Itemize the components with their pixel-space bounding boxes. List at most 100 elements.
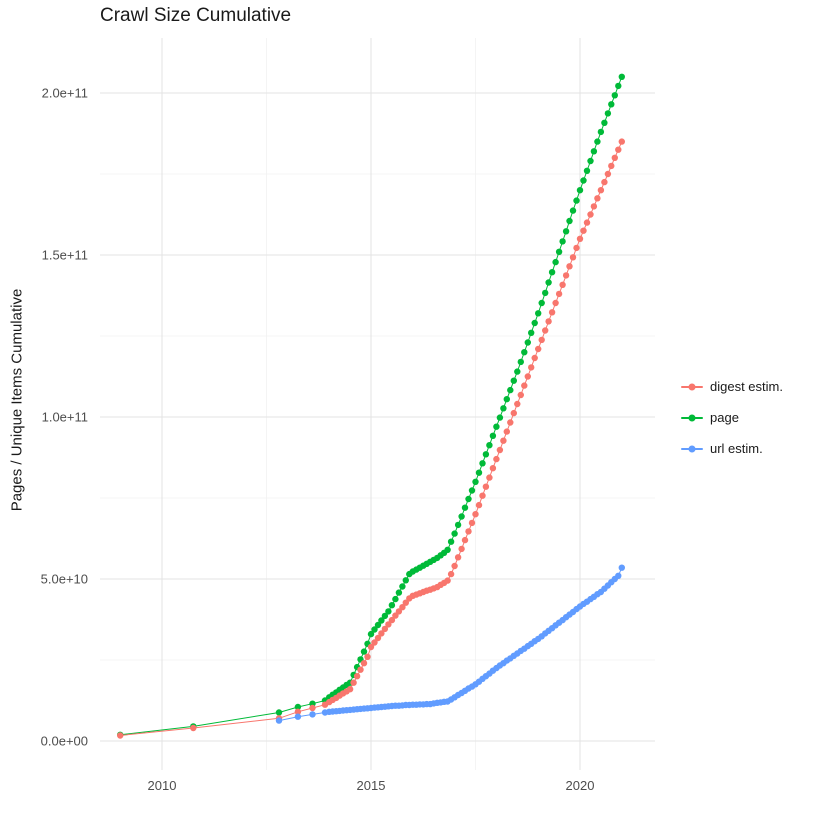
- data-point: [489, 465, 497, 472]
- legend-item: url estim.: [681, 439, 783, 458]
- data-point: [604, 170, 612, 178]
- data-point: [385, 608, 392, 615]
- data-point: [454, 521, 462, 529]
- data-point: [493, 455, 500, 463]
- data-point: [475, 501, 483, 509]
- data-point: [486, 442, 493, 449]
- data-point: [468, 487, 476, 494]
- data-point: [611, 92, 618, 99]
- data-point: [597, 187, 605, 194]
- data-point: [190, 724, 197, 732]
- data-point: [479, 492, 486, 499]
- data-point: [294, 703, 302, 711]
- data-point: [346, 686, 354, 693]
- data-point: [583, 167, 591, 174]
- data-point: [615, 82, 622, 90]
- data-point: [562, 228, 570, 235]
- data-point: [583, 219, 591, 226]
- data-point: [615, 146, 622, 153]
- legend-item: digest estim.: [681, 377, 783, 396]
- legend-key-marker-icon: [681, 408, 703, 427]
- data-point: [615, 572, 622, 579]
- x-tick-label: 2010: [147, 778, 177, 793]
- data-point: [580, 177, 587, 184]
- data-point: [507, 419, 514, 426]
- data-point: [590, 148, 598, 155]
- legend-label: page: [710, 410, 739, 425]
- data-point: [538, 299, 545, 307]
- data-point: [447, 570, 455, 578]
- data-point: [531, 354, 538, 362]
- data-point: [545, 279, 552, 286]
- data-point: [353, 673, 361, 680]
- data-point: [357, 666, 364, 673]
- data-point: [587, 211, 594, 218]
- data-point: [608, 162, 615, 170]
- legend-key-marker-icon: [681, 377, 703, 396]
- data-point: [395, 589, 403, 596]
- data-point: [294, 713, 302, 720]
- data-point: [381, 625, 389, 633]
- data-point: [402, 599, 409, 606]
- data-point: [489, 432, 497, 439]
- data-point: [388, 616, 396, 624]
- data-point: [545, 318, 552, 325]
- data-point: [395, 608, 403, 615]
- data-point: [587, 157, 594, 165]
- data-point: [399, 583, 406, 590]
- data-point: [360, 660, 368, 667]
- data-point: [392, 595, 399, 603]
- data-point: [402, 577, 409, 584]
- data-point: [517, 391, 524, 399]
- data-point: [538, 336, 545, 344]
- data-point: [461, 536, 469, 544]
- data-point: [360, 648, 368, 655]
- data-point: [468, 519, 476, 527]
- data-point: [559, 238, 566, 245]
- data-point: [350, 679, 357, 686]
- legend-item: page: [681, 408, 783, 427]
- data-point: [573, 244, 580, 252]
- data-point: [590, 203, 598, 210]
- data-point: [275, 717, 283, 724]
- chart-title: Crawl Size Cumulative: [100, 5, 292, 26]
- data-point: [309, 704, 316, 712]
- data-point: [294, 708, 302, 715]
- data-point: [514, 400, 521, 408]
- data-point: [378, 617, 385, 624]
- data-point: [374, 634, 382, 642]
- data-point: [517, 358, 524, 366]
- legend-key-dot: [688, 383, 696, 390]
- data-point: [521, 349, 528, 356]
- y-axis-title: Pages / Unique Items Cumulative: [8, 288, 26, 512]
- data-point: [475, 469, 483, 476]
- data-point: [367, 630, 375, 638]
- data-point: [454, 554, 462, 561]
- data-point: [580, 227, 587, 234]
- data-point: [559, 281, 566, 288]
- data-point: [618, 564, 625, 571]
- data-point: [569, 254, 577, 261]
- data-point: [447, 538, 455, 545]
- data-point: [573, 197, 580, 204]
- data-point: [618, 73, 625, 81]
- data-point: [594, 138, 601, 145]
- y-tick-label: 1.5e+11: [41, 247, 88, 263]
- data-point: [458, 513, 465, 520]
- data-point: [493, 423, 500, 430]
- data-point: [555, 290, 563, 298]
- data-point: [371, 639, 378, 646]
- data-point: [594, 195, 601, 202]
- data-point: [562, 272, 570, 279]
- data-point: [482, 483, 490, 490]
- data-point: [451, 530, 458, 537]
- legend-label: digest estim.: [710, 379, 783, 394]
- legend-label: url estim.: [710, 441, 763, 456]
- data-point: [381, 612, 389, 620]
- data-point: [388, 602, 396, 609]
- data-point: [500, 405, 507, 412]
- data-point: [472, 478, 479, 485]
- data-point: [535, 310, 542, 317]
- data-point: [597, 128, 605, 136]
- data-point: [552, 258, 559, 266]
